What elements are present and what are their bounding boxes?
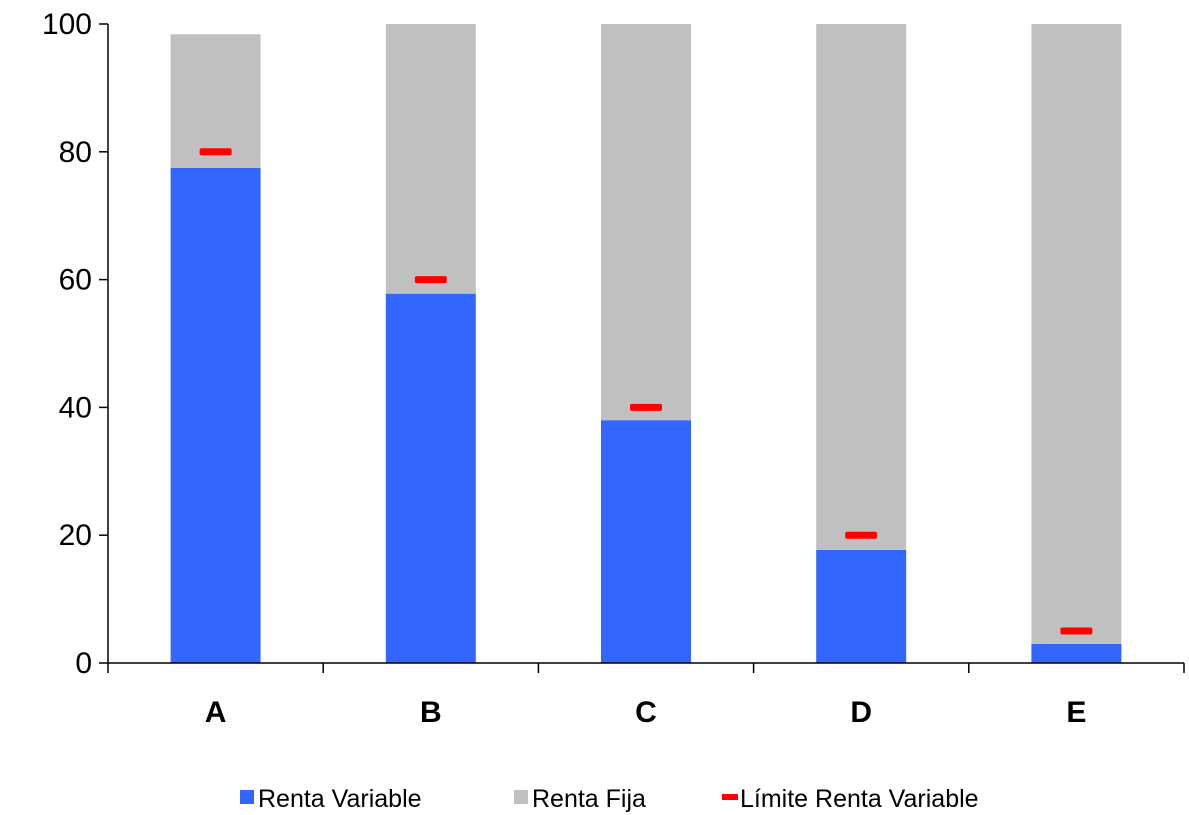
bar-renta-fija-b <box>385 24 476 294</box>
legend-label-renta-fija: Renta Fija <box>532 785 646 813</box>
bar-renta-variable-d <box>816 549 907 663</box>
y-axis-ticks: 0 20 40 60 80 100 <box>42 8 108 680</box>
bar-renta-fija-c <box>601 24 691 421</box>
bar-renta-fija-a <box>170 34 261 168</box>
x-axis-ticks: A B C D E <box>107 663 1185 729</box>
y-tick-label-20: 20 <box>59 519 92 552</box>
limit-marker-b <box>414 276 447 284</box>
bar-renta-variable-a <box>170 167 261 663</box>
legend-swatch-renta-variable <box>240 790 254 804</box>
bar-renta-variable-e <box>1031 643 1122 663</box>
x-tick-label-b: B <box>420 696 442 729</box>
legend-swatch-limite-renta-variable <box>722 794 738 800</box>
x-tick-label-c: C <box>635 696 657 729</box>
y-tick-label-60: 60 <box>59 264 92 297</box>
x-tick-label-d: D <box>850 696 872 729</box>
limit-marker-c <box>630 403 662 411</box>
y-tick-label-0: 0 <box>75 647 92 680</box>
bar-renta-variable-c <box>601 420 691 663</box>
bar-renta-variable-b <box>385 293 476 663</box>
legend: Renta Variable Renta Fija Límite Renta V… <box>240 785 979 813</box>
legend-label-renta-variable: Renta Variable <box>258 785 422 813</box>
limit-marker-d <box>845 531 878 539</box>
x-tick-label-e: E <box>1066 696 1086 729</box>
bar-renta-fija-e <box>1031 24 1122 644</box>
legend-swatch-renta-fija <box>514 790 528 804</box>
bar-renta-fija-d <box>816 24 907 550</box>
limit-markers-layer <box>199 148 1093 635</box>
y-tick-label-40: 40 <box>59 391 92 424</box>
y-tick-label-100: 100 <box>42 8 92 41</box>
y-tick-label-80: 80 <box>59 136 92 169</box>
limit-marker-a <box>199 148 232 156</box>
bars-layer <box>170 24 1122 663</box>
x-tick-label-a: A <box>205 696 227 729</box>
legend-label-limite-renta-variable: Límite Renta Variable <box>740 785 979 813</box>
axes-layer <box>107 24 1184 664</box>
limit-marker-e <box>1060 627 1093 635</box>
